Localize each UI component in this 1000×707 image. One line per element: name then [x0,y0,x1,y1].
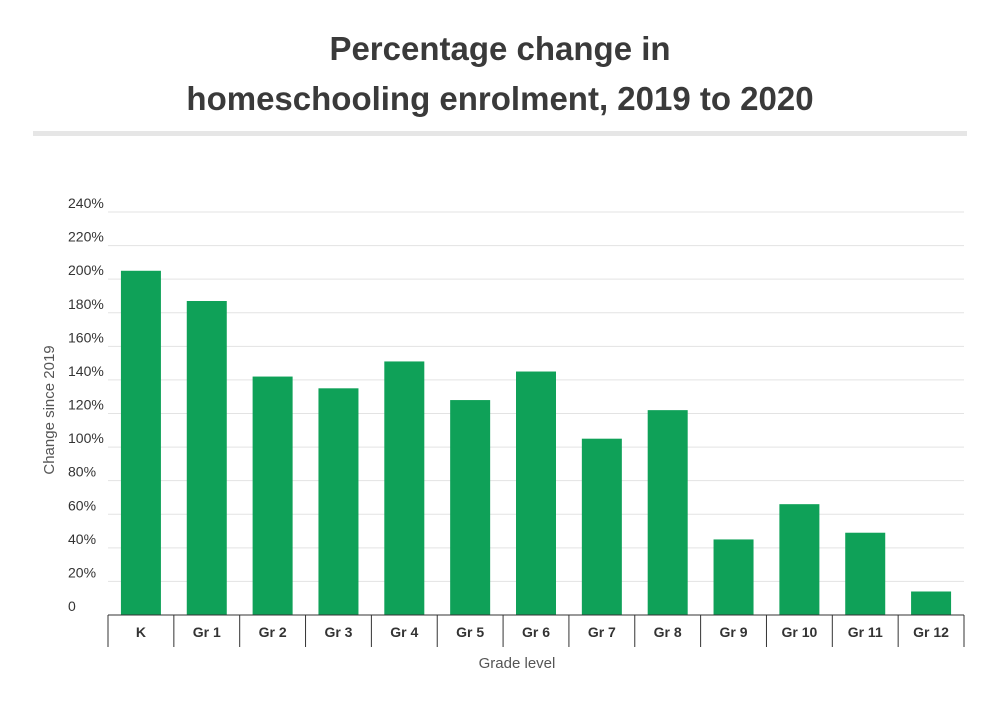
bar-gr-11 [845,532,886,615]
bar-k [120,270,161,615]
y-tick-label: 80% [68,464,96,480]
bar-gr-7 [581,438,622,615]
x-tick-label: Gr 5 [456,624,484,640]
x-tick-label: Gr 7 [588,624,616,640]
bar-gr-12 [911,591,952,615]
bar-gr-10 [779,504,820,615]
y-tick-label: 20% [68,564,96,580]
y-tick-label: 120% [68,397,104,413]
x-tick-label: Gr 10 [781,624,817,640]
x-tick-label: Gr 11 [848,624,883,640]
x-tick-label: Gr 9 [720,624,748,640]
bar-gr-9 [713,539,754,615]
x-axis-label: Grade level [479,655,556,672]
x-tick-label: Gr 2 [259,624,287,640]
y-tick-label: 180% [68,296,104,312]
bar-gr-8 [647,410,688,615]
y-tick-label: 40% [68,531,96,547]
y-tick-label: 160% [68,329,104,345]
y-tick-label: 220% [68,229,104,245]
y-tick-labels: 0 20% 40% 60% 80% 100% 120% 140% 160% 180% 200% 220… [68,195,104,614]
x-tick-label: Gr 12 [913,624,949,640]
y-tick-label: 100% [68,430,104,446]
bar-gr-3 [318,388,359,615]
bar-gr-4 [384,361,425,615]
title-divider [33,131,967,136]
y-tick-label: 140% [68,363,104,379]
x-tick-label: Gr 8 [654,624,682,640]
bar-gr-6 [516,371,556,615]
chart-title-line2: homeschooling enrolment, 2019 to 2020 [186,80,814,117]
bar-gr-5 [450,400,491,615]
chart-title-line1: Percentage change in [329,30,671,67]
x-tick-label: Gr 1 [193,624,221,640]
y-tick-label: 240% [68,195,104,211]
chart-title: Percentage change in homeschooling enrol… [0,24,1000,124]
x-axis: K Gr 1 Gr 2 Gr 3 Gr 4 Gr 5 Gr 6 Gr 7 Gr 8 Gr 9 Gr … [107,614,965,647]
bar-gr-2 [252,376,293,615]
x-tick-label: K [136,624,146,640]
y-tick-label: 0 [68,598,76,614]
bars [120,270,952,615]
x-tick-label: Gr 4 [390,624,418,640]
y-axis-label: Change since 2019 [41,345,58,474]
x-tick-label: Gr 3 [324,624,352,640]
x-tick-label: Gr 6 [522,624,550,640]
y-tick-label: 60% [68,497,96,513]
y-tick-label: 200% [68,262,104,278]
bar-gr-1 [186,300,227,615]
